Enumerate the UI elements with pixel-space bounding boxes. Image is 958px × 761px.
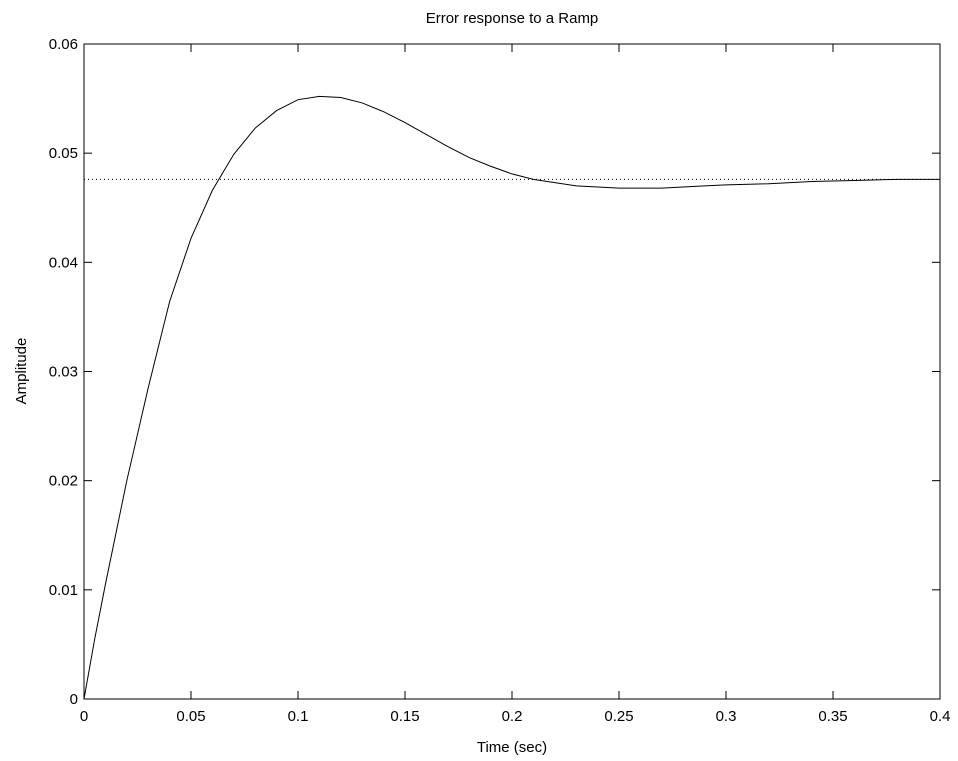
y-tick-label: 0.04 [49, 254, 78, 271]
chart-title: Error response to a Ramp [426, 10, 599, 27]
x-tick-label: 0.15 [390, 708, 419, 725]
y-tick-label: 0.01 [49, 582, 78, 599]
y-axis-label: Amplitude [13, 338, 30, 405]
y-tick-label: 0.03 [49, 364, 78, 381]
plot-frame [83, 43, 941, 700]
x-tick-label: 0.35 [818, 708, 847, 725]
x-tick-label: 0.25 [604, 708, 633, 725]
y-tick-label: 0.02 [49, 473, 78, 490]
x-tick-label: 0.2 [502, 708, 523, 725]
x-axis-label: Time (sec) [477, 739, 547, 756]
y-tick-label: 0 [70, 691, 78, 708]
plot-area [83, 95, 940, 700]
x-tick-label: 0.3 [716, 708, 737, 725]
y-tick-label: 0.05 [49, 145, 78, 162]
axis-ticks: 0 0.05 0.1 0.15 0.2 0.25 0.3 0.35 0.4 0 0.01 0.02 0.… [49, 36, 951, 725]
error-response-line [83, 95, 940, 700]
y-tick-label: 0.06 [49, 36, 78, 53]
x-tick-label: 0.05 [176, 708, 205, 725]
x-tick-label: 0.4 [930, 708, 951, 725]
x-tick-label: 0.1 [288, 708, 309, 725]
x-tick-label: 0 [80, 708, 88, 725]
